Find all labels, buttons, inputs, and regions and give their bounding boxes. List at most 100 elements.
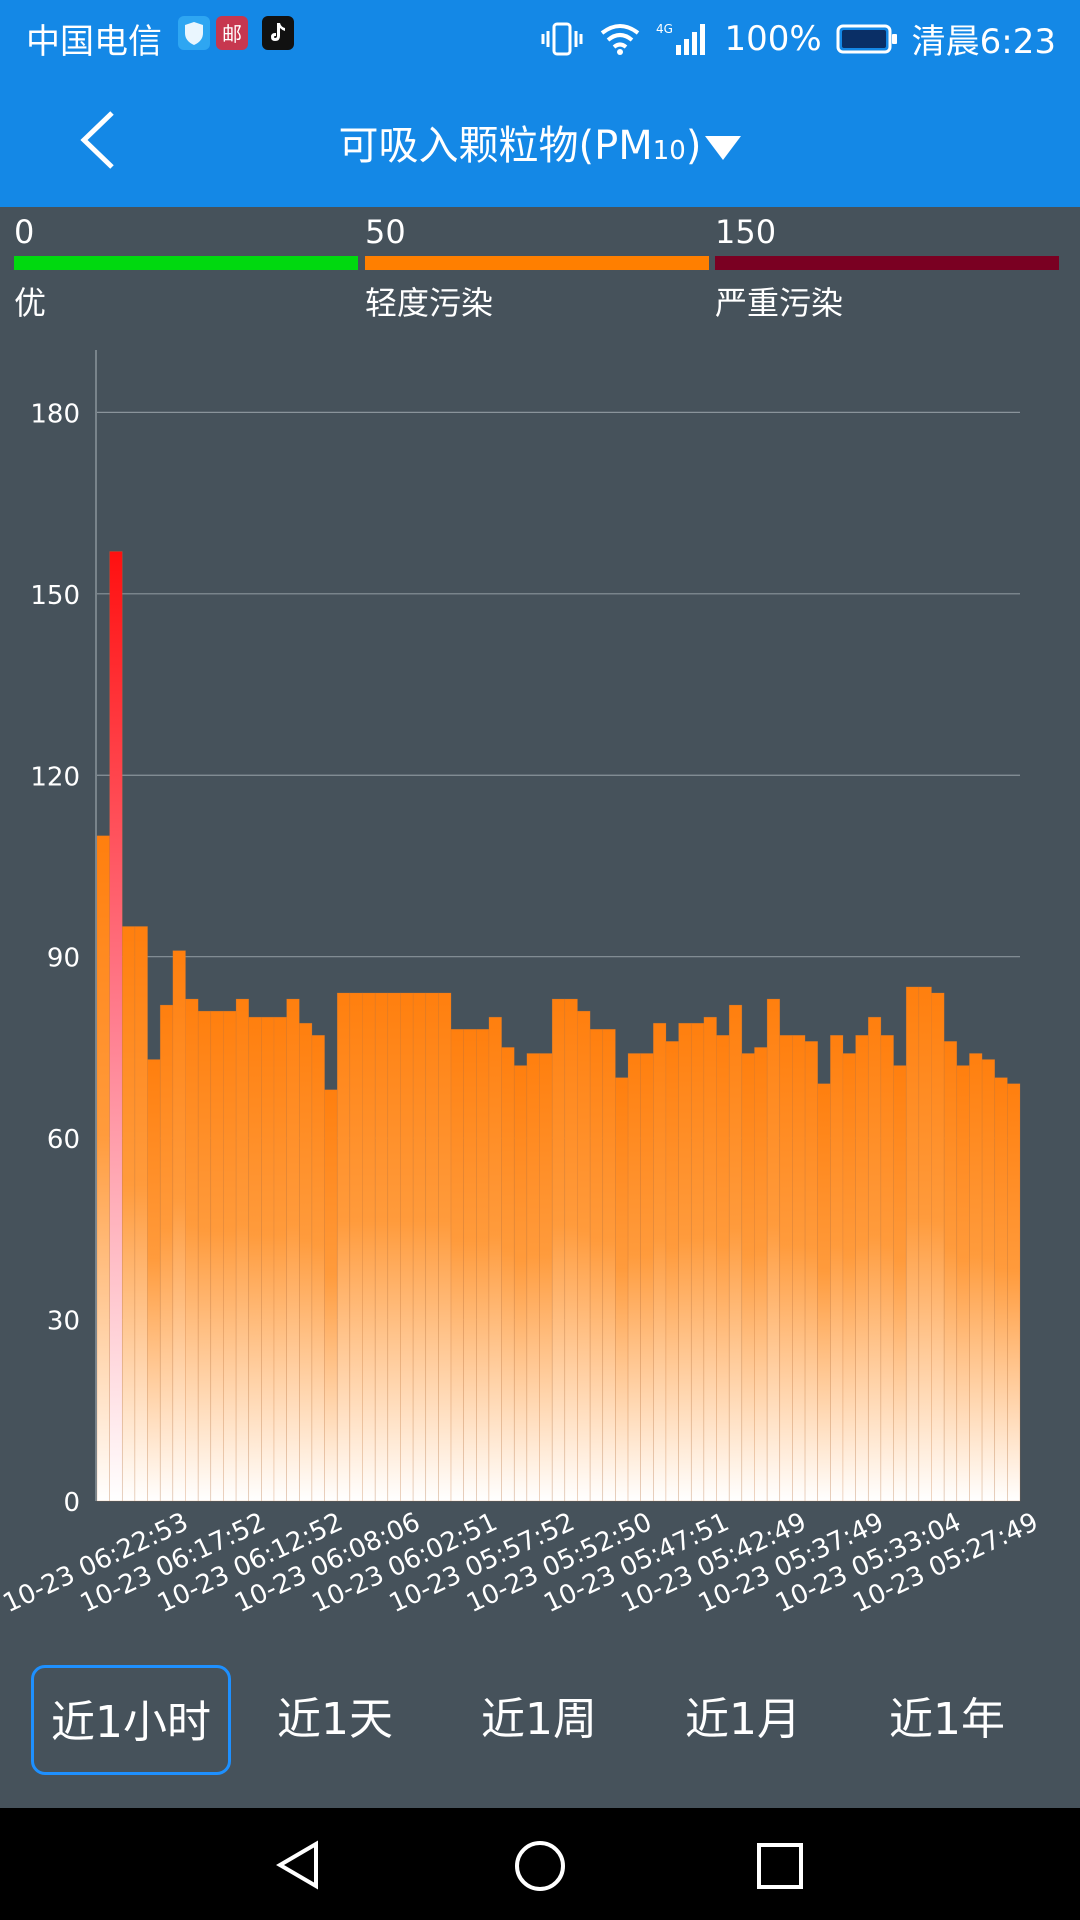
bar[interactable]: [855, 1035, 869, 1502]
bar[interactable]: [577, 1010, 591, 1502]
bar[interactable]: [728, 1004, 743, 1502]
bar[interactable]: [223, 1010, 237, 1502]
bar[interactable]: [96, 835, 110, 1502]
bar[interactable]: [615, 1077, 629, 1502]
bar[interactable]: [766, 998, 781, 1502]
legend-segment-light: 50 轻度污染: [365, 210, 709, 324]
bar[interactable]: [867, 1016, 882, 1502]
title-subscript: 10: [652, 136, 686, 166]
bar[interactable]: [400, 992, 414, 1502]
tab-1-year[interactable]: 近1年: [889, 1694, 1005, 1745]
bar[interactable]: [754, 1047, 768, 1502]
tab-1-hour[interactable]: 近1小时: [31, 1665, 231, 1775]
bar[interactable]: [172, 950, 186, 1502]
time-range-tabs: 近1小时 近1天 近1周 近1月 近1年: [0, 1655, 1080, 1785]
bar[interactable]: [476, 1028, 490, 1502]
bar[interactable]: [551, 998, 566, 1502]
bar[interactable]: [678, 1022, 692, 1502]
bar[interactable]: [918, 986, 932, 1502]
bar[interactable]: [324, 1089, 338, 1502]
bar[interactable]: [488, 1016, 502, 1502]
legend-label: 轻度污染: [365, 284, 494, 322]
battery-percent: 100%: [724, 18, 822, 59]
bar[interactable]: [842, 1053, 856, 1502]
tab-1-month[interactable]: 近1月: [685, 1694, 801, 1745]
bar[interactable]: [969, 1053, 983, 1502]
bar[interactable]: [880, 1035, 894, 1502]
bar[interactable]: [905, 986, 920, 1502]
bar[interactable]: [830, 1035, 844, 1502]
bar[interactable]: [994, 1077, 1008, 1502]
y-tick-label: 90: [47, 944, 80, 974]
tiktok-icon: [262, 16, 294, 50]
bar[interactable]: [438, 992, 452, 1502]
bar[interactable]: [501, 1047, 515, 1502]
bar[interactable]: [109, 551, 123, 1502]
bar[interactable]: [716, 1035, 730, 1502]
back-button[interactable]: [70, 105, 130, 175]
bar[interactable]: [564, 998, 578, 1502]
bar[interactable]: [185, 998, 199, 1502]
bar[interactable]: [804, 1041, 818, 1502]
bar[interactable]: [134, 926, 148, 1502]
bar[interactable]: [412, 992, 427, 1502]
bar[interactable]: [779, 1035, 793, 1502]
bar[interactable]: [147, 1059, 161, 1502]
nav-recents-icon[interactable]: [754, 1840, 806, 1892]
bar[interactable]: [539, 1053, 553, 1502]
bar[interactable]: [893, 1065, 907, 1502]
bar[interactable]: [374, 992, 389, 1502]
bar[interactable]: [589, 1028, 604, 1502]
bar[interactable]: [526, 1053, 540, 1502]
pollutant-selector[interactable]: 可吸入颗粒物(PM10): [0, 113, 1080, 171]
bar[interactable]: [121, 926, 136, 1502]
bar[interactable]: [956, 1065, 970, 1502]
bar[interactable]: [627, 1053, 641, 1502]
bar[interactable]: [981, 1059, 996, 1502]
bar[interactable]: [513, 1065, 528, 1502]
bar[interactable]: [261, 1016, 275, 1502]
status-right: 4G 100% 清晨6:23: [540, 14, 1056, 63]
bar[interactable]: [336, 992, 351, 1502]
bar[interactable]: [690, 1022, 705, 1502]
bar[interactable]: [463, 1028, 477, 1502]
bar[interactable]: [1007, 1083, 1021, 1502]
bar[interactable]: [792, 1035, 806, 1502]
y-tick-label: 30: [47, 1307, 80, 1337]
bar[interactable]: [450, 1028, 464, 1502]
bar[interactable]: [299, 1022, 313, 1502]
bar[interactable]: [425, 992, 439, 1502]
bar[interactable]: [640, 1053, 654, 1502]
bar[interactable]: [602, 1028, 616, 1502]
tab-1-day[interactable]: 近1天: [277, 1694, 393, 1745]
bar[interactable]: [197, 1010, 212, 1502]
y-tick-label: 180: [30, 399, 80, 429]
bar[interactable]: [943, 1041, 958, 1502]
bar[interactable]: [931, 992, 945, 1502]
legend-bar: [14, 256, 358, 270]
bar[interactable]: [159, 1004, 174, 1502]
legend-label: 优: [14, 284, 47, 322]
bar[interactable]: [235, 998, 250, 1502]
bar[interactable]: [741, 1053, 755, 1502]
nav-home-icon[interactable]: [512, 1838, 568, 1894]
bar[interactable]: [817, 1083, 831, 1502]
nav-back-icon[interactable]: [272, 1838, 326, 1892]
signal-4g-icon: 4G: [656, 22, 706, 55]
bar[interactable]: [286, 998, 300, 1502]
bar[interactable]: [703, 1016, 717, 1502]
bar[interactable]: [387, 992, 401, 1502]
bar[interactable]: [273, 1016, 287, 1502]
title-close-paren: ): [685, 123, 702, 169]
bar[interactable]: [349, 992, 363, 1502]
bar[interactable]: [210, 1010, 224, 1502]
bar[interactable]: [248, 1016, 262, 1502]
legend-bar: [715, 256, 1059, 270]
bar[interactable]: [653, 1022, 667, 1502]
bar[interactable]: [665, 1041, 679, 1502]
carrier-name: 中国电信: [26, 22, 162, 62]
bar[interactable]: [311, 1035, 325, 1502]
bar[interactable]: [362, 992, 376, 1502]
page-title: 可吸入颗粒物(PM: [338, 123, 653, 169]
tab-1-week[interactable]: 近1周: [481, 1694, 597, 1745]
